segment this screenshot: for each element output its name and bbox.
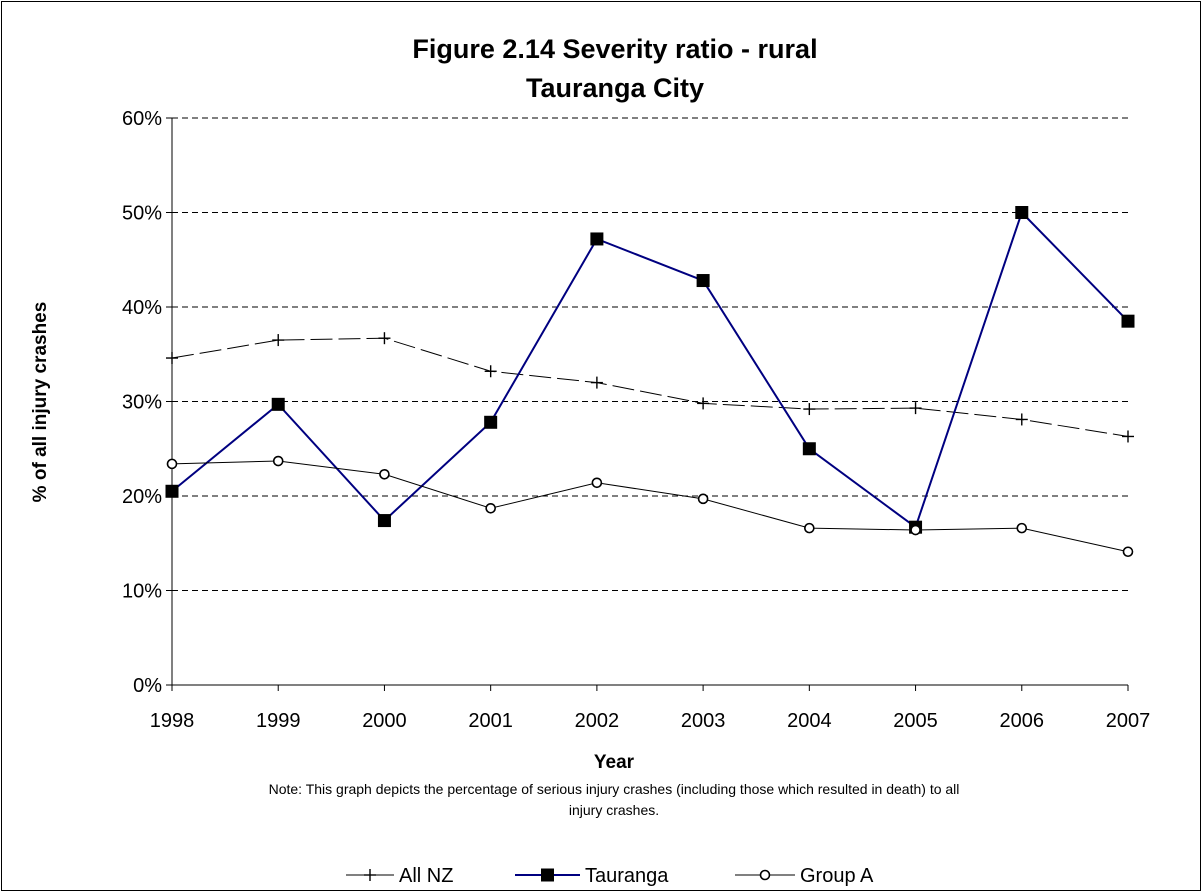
data-point-tauranga-2004 — [802, 442, 816, 456]
data-point-tauranga-2006 — [1015, 206, 1029, 219]
data-point-group-a-2004 — [804, 522, 815, 534]
data-point-all-nz-2006 — [1015, 413, 1028, 426]
chart-title-line-1: Figure 2.14 Severity ratio - rural — [412, 34, 817, 64]
data-point-group-a-2002 — [591, 477, 603, 489]
x-tick-label: 2004 — [787, 710, 832, 732]
x-tick-label: 2003 — [681, 710, 726, 732]
data-point-all-nz-2001 — [484, 365, 497, 378]
x-tick-label: 2000 — [362, 710, 407, 732]
y-tick-label: 20% — [122, 486, 162, 508]
x-tick-label: 2002 — [575, 710, 620, 732]
y-tick-label: 50% — [122, 203, 162, 225]
series-line-tauranga — [171, 210, 1129, 529]
data-point-tauranga-2007 — [1121, 314, 1135, 328]
data-point-all-nz-2002 — [590, 376, 603, 389]
series-all-nz — [166, 332, 1134, 443]
series-group-a — [166, 455, 1134, 558]
x-tick-labels: 1998 1999 2000 2001 2002 2003 2004 2005 2006 2007 — [150, 710, 1151, 732]
y-axis-title: % of all injury crashes — [30, 302, 51, 503]
series-line-group-a — [171, 460, 1129, 553]
y-tick-label: 30% — [122, 392, 162, 414]
legend: All NZ Tauranga Group A — [346, 865, 874, 887]
chart-title-line-2: Tauranga City — [526, 73, 704, 103]
x-tick-label: 2007 — [1106, 710, 1151, 732]
data-point-group-a-2001 — [485, 502, 496, 514]
data-point-tauranga-2002 — [590, 232, 604, 246]
legend-marker-tauranga — [541, 868, 554, 882]
legend-marker-all-nz — [364, 869, 376, 881]
data-point-all-nz-2000 — [378, 332, 391, 345]
note-line-1: Note: This graph depicts the percentage … — [269, 781, 960, 797]
legend-label-tauranga: Tauranga — [585, 865, 669, 887]
data-point-group-a-2006 — [1016, 522, 1028, 534]
legend-item-group-a: Group A — [735, 865, 874, 887]
data-point-group-a-2007 — [1122, 546, 1134, 558]
gridlines — [172, 117, 1128, 591]
legend-item-all-nz: All NZ — [346, 865, 453, 887]
legend-item-tauranga: Tauranga — [515, 865, 669, 887]
x-tick-label: 1999 — [256, 710, 301, 732]
data-point-group-a-1999 — [272, 455, 284, 467]
data-point-group-a-2003 — [697, 493, 709, 505]
legend-label-all-nz: All NZ — [399, 865, 453, 887]
y-tick-labels: 0% 10% 20% 30% 40% 50% 60% — [122, 108, 162, 697]
x-axis-title: Year — [594, 752, 635, 773]
note-line-2: injury crashes. — [569, 802, 659, 818]
y-tick-label: 10% — [122, 581, 162, 603]
data-point-all-nz-2005 — [909, 402, 922, 415]
data-point-group-a-2000 — [379, 468, 390, 480]
data-point-all-nz-1998 — [166, 352, 178, 365]
data-point-group-a-2005 — [910, 524, 921, 536]
data-point-all-nz-2003 — [697, 397, 710, 410]
x-tick-label: 2006 — [1000, 710, 1045, 732]
y-tick-label: 40% — [122, 297, 162, 319]
y-tick-label: 0% — [133, 675, 162, 697]
legend-marker-group-a — [759, 869, 771, 881]
legend-label-group-a: Group A — [800, 865, 874, 887]
x-tick-label: 2005 — [893, 710, 938, 732]
data-point-tauranga-2003 — [696, 274, 710, 288]
series-tauranga — [165, 206, 1135, 534]
data-point-tauranga-1998 — [165, 484, 179, 498]
x-tick-label: 1998 — [150, 710, 195, 732]
data-point-all-nz-2004 — [803, 403, 816, 416]
data-point-tauranga-2000 — [377, 514, 391, 528]
data-point-tauranga-2001 — [484, 415, 498, 429]
series-line-all-nz — [171, 337, 1129, 437]
data-point-all-nz-1999 — [272, 334, 285, 347]
axes — [166, 117, 1129, 691]
series-group — [165, 206, 1135, 558]
x-tick-label: 2001 — [468, 710, 513, 732]
y-tick-label: 60% — [122, 108, 162, 130]
data-point-group-a-1998 — [166, 458, 178, 470]
data-point-all-nz-2007 — [1122, 430, 1134, 443]
data-point-tauranga-1999 — [271, 397, 285, 411]
